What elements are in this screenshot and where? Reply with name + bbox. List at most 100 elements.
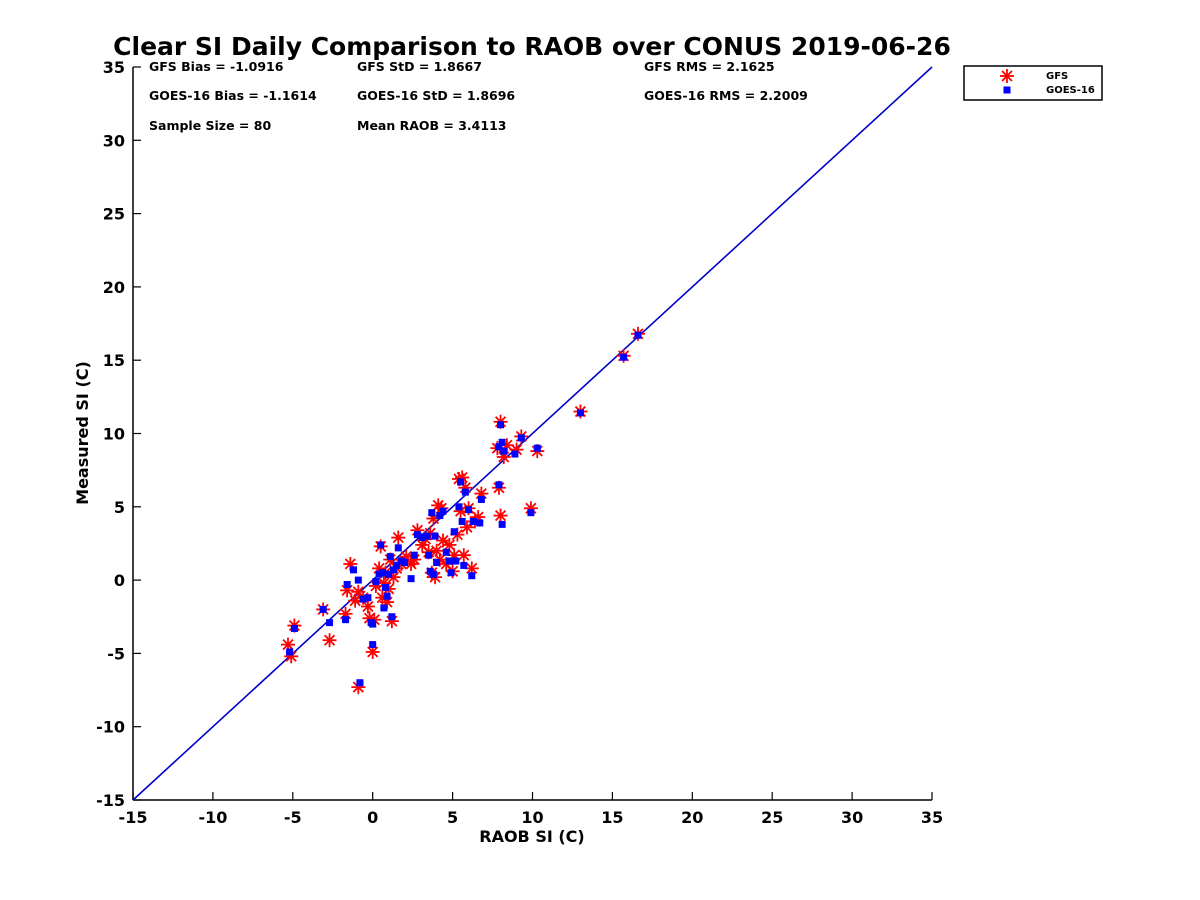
- goes16-point: [377, 541, 385, 549]
- goes16-point: [425, 551, 433, 559]
- goes16-point: [388, 613, 396, 621]
- x-axis-label: RAOB SI (C): [479, 827, 584, 846]
- sample-size-stat: Sample Size = 80: [149, 118, 271, 133]
- goes16-point: [458, 517, 466, 525]
- goes16-series: [286, 331, 642, 687]
- goes16-point: [476, 519, 484, 527]
- y-tick-label: 35: [103, 58, 125, 77]
- goes16-point: [428, 509, 436, 517]
- goes16-point: [461, 488, 469, 496]
- goes16-point: [383, 592, 391, 600]
- goes16-point: [290, 624, 298, 632]
- goes16-point: [450, 528, 458, 536]
- goes16-point: [439, 507, 447, 515]
- goes16-point: [445, 557, 453, 565]
- goes16-point: [394, 544, 402, 552]
- x-tick-label: 10: [521, 808, 543, 827]
- goes16-point: [495, 481, 503, 489]
- goes16-point: [286, 648, 294, 656]
- goes16-point: [460, 561, 468, 569]
- gfs-rms-stat: GFS RMS = 2.1625: [644, 59, 775, 74]
- legend-goes-square: [1003, 86, 1011, 94]
- goes16-point: [380, 604, 388, 612]
- goes16-point: [477, 495, 485, 503]
- x-tick-label: 0: [367, 808, 378, 827]
- x-tick-label: -10: [198, 808, 227, 827]
- gfs-point: [493, 508, 508, 523]
- goes-rms-stat: GOES-16 RMS = 2.2009: [644, 88, 808, 103]
- goes16-point: [359, 595, 367, 603]
- stats-block: GFS Bias = -1.0916 GFS StD = 1.8667 GFS …: [149, 59, 808, 133]
- goes16-point: [497, 421, 505, 429]
- goes16-point: [423, 532, 431, 540]
- goes16-point: [343, 580, 351, 588]
- y-tick-label: 15: [103, 351, 125, 370]
- legend-goes-label: GOES-16: [1046, 85, 1095, 96]
- chart-title: Clear SI Daily Comparison to RAOB over C…: [113, 32, 951, 61]
- goes16-point: [498, 520, 506, 528]
- goes16-point: [385, 570, 393, 578]
- goes16-point: [369, 641, 377, 649]
- goes16-point: [372, 578, 380, 586]
- goes16-point: [389, 566, 397, 574]
- goes16-point: [527, 509, 535, 517]
- goes16-point: [381, 583, 389, 591]
- goes16-point: [413, 531, 421, 539]
- gfs-point: [372, 561, 387, 576]
- goes16-point: [452, 557, 460, 565]
- goes16-point: [576, 409, 584, 417]
- goes16-point: [418, 534, 426, 542]
- goes16-point: [410, 551, 418, 559]
- y-tick-label: 25: [103, 205, 125, 224]
- mean-raob-stat: Mean RAOB = 3.4113: [357, 118, 506, 133]
- goes16-point: [431, 532, 439, 540]
- x-tick-label: 20: [681, 808, 703, 827]
- goes16-point: [468, 572, 476, 580]
- axes: -15 -10 -5 0 5 10 15 20 25 30 35 -15 -10 -5 0 5 10 15 20 25…: [96, 58, 943, 827]
- x-tick-label: 5: [447, 808, 458, 827]
- y-tick-label: 0: [114, 571, 125, 590]
- goes16-point: [634, 331, 642, 339]
- goes-std-stat: GOES-16 StD = 1.8696: [357, 88, 515, 103]
- goes16-point: [498, 438, 506, 446]
- goes16-point: [429, 570, 437, 578]
- x-tick-label: -15: [119, 808, 148, 827]
- y-tick-label: 10: [103, 425, 125, 444]
- y-tick-label: 20: [103, 278, 125, 297]
- goes16-point: [469, 517, 477, 525]
- y-tick-label: -5: [107, 644, 125, 663]
- legend-gfs-asterisk: [1000, 69, 1014, 83]
- gfs-point: [436, 533, 451, 548]
- goes16-point: [407, 575, 415, 583]
- y-tick-label: -15: [96, 791, 125, 810]
- goes16-point: [364, 594, 372, 602]
- legend-gfs-label: GFS: [1046, 71, 1068, 82]
- legend-goes-marker: [1003, 86, 1011, 94]
- one-to-one-line: [132, 66, 933, 801]
- goes16-point: [433, 559, 441, 567]
- x-tick-label: 30: [841, 808, 863, 827]
- x-tick-label: 25: [761, 808, 783, 827]
- goes16-point: [500, 447, 508, 455]
- goes16-point: [620, 353, 628, 361]
- goes16-point: [495, 443, 503, 451]
- goes16-point: [356, 679, 364, 687]
- x-tick-label: 35: [921, 808, 943, 827]
- goes16-point: [401, 559, 409, 567]
- goes16-point: [386, 553, 394, 561]
- x-tick-label: 15: [601, 808, 623, 827]
- goes16-point: [354, 576, 362, 584]
- gfs-bias-stat: GFS Bias = -1.0916: [149, 59, 284, 74]
- goes16-point: [393, 561, 401, 569]
- legend-box: [963, 65, 1103, 101]
- y-tick-label: -10: [96, 718, 125, 737]
- goes16-point: [436, 512, 444, 520]
- gfs-point: [391, 530, 406, 545]
- goes16-point: [319, 605, 327, 613]
- gfs-point: [360, 599, 375, 614]
- goes16-point: [350, 566, 358, 574]
- gfs-point: [322, 633, 337, 648]
- goes16-point: [342, 616, 350, 624]
- goes16-point: [369, 620, 377, 628]
